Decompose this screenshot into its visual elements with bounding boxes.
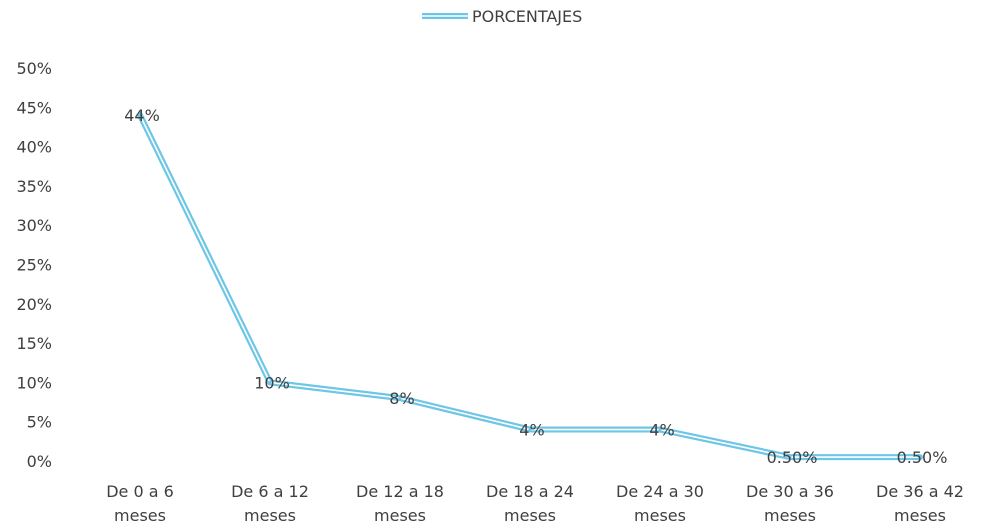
data-label: 10% — [254, 373, 290, 392]
x-category-label: De 0 a 6 meses — [106, 482, 174, 525]
y-tick-label: 25% — [16, 256, 52, 275]
y-tick-label: 10% — [16, 373, 52, 392]
y-tick-label: 30% — [16, 216, 52, 235]
data-label: 8% — [389, 389, 414, 408]
y-axis: 0% 5% 10% 15% 20% 25% 30% 35% 40% 45% 50% — [16, 59, 52, 471]
data-label: 44% — [124, 106, 160, 125]
y-tick-label: 0% — [27, 452, 52, 471]
legend: PORCENTAJES — [422, 7, 582, 26]
data-point — [398, 396, 402, 400]
y-tick-label: 20% — [16, 295, 52, 314]
data-point — [138, 113, 142, 117]
x-category-label: De 24 a 30 meses — [616, 482, 704, 525]
x-axis: De 0 a 6 meses De 6 a 12 meses De 12 a 18 mes… — [106, 482, 964, 525]
y-tick-label: 45% — [16, 98, 52, 117]
legend-label: PORCENTAJES — [472, 7, 582, 26]
y-tick-label: 35% — [16, 177, 52, 196]
x-category-label: De 6 a 12 meses — [231, 482, 309, 525]
x-category-label: De 12 a 18 meses — [356, 482, 444, 525]
data-point — [788, 455, 792, 459]
y-tick-label: 5% — [27, 413, 52, 432]
data-point — [658, 428, 662, 432]
data-label: 4% — [649, 421, 674, 440]
data-label: 4% — [519, 421, 544, 440]
plot-area: 44% 10% 8% 4% 4% 0.50% 0.50% — [124, 106, 947, 467]
y-tick-label: 50% — [16, 59, 52, 78]
y-tick-label: 15% — [16, 334, 52, 353]
x-category-label: De 30 a 36 meses — [746, 482, 834, 525]
data-point — [528, 428, 532, 432]
data-label: 0.50% — [897, 448, 948, 467]
data-point — [268, 380, 272, 384]
x-category-label: De 18 a 24 meses — [486, 482, 574, 525]
series-line — [137, 112, 923, 461]
data-label: 0.50% — [767, 448, 818, 467]
series-line-inner — [139, 114, 921, 458]
x-category-label: De 36 a 42 meses — [876, 482, 964, 525]
y-tick-label: 40% — [16, 138, 52, 157]
data-point — [918, 455, 922, 459]
